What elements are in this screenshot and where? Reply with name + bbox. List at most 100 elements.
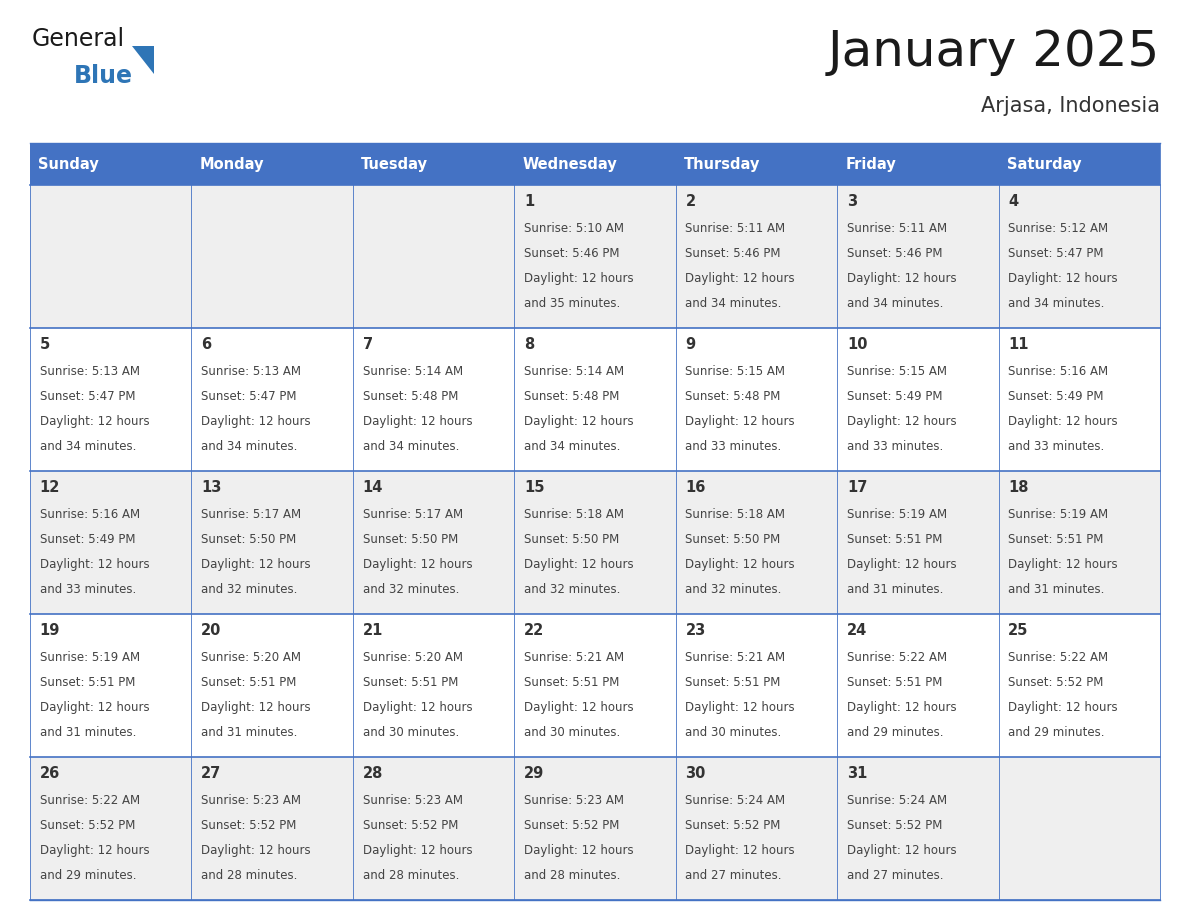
Text: 3: 3 — [847, 194, 857, 208]
Bar — [191, 143, 353, 185]
Text: Sunset: 5:51 PM: Sunset: 5:51 PM — [362, 677, 457, 689]
Text: Sunrise: 5:15 AM: Sunrise: 5:15 AM — [685, 365, 785, 378]
Text: Daylight: 12 hours: Daylight: 12 hours — [847, 415, 956, 428]
Text: 26: 26 — [39, 766, 59, 780]
Text: Sunrise: 5:16 AM: Sunrise: 5:16 AM — [1009, 365, 1108, 378]
Text: Sunrise: 5:23 AM: Sunrise: 5:23 AM — [201, 794, 301, 807]
Text: Sunset: 5:49 PM: Sunset: 5:49 PM — [1009, 390, 1104, 403]
Text: Sunset: 5:47 PM: Sunset: 5:47 PM — [39, 390, 135, 403]
Text: Daylight: 12 hours: Daylight: 12 hours — [685, 845, 795, 857]
Bar — [999, 185, 1159, 328]
Text: 2: 2 — [685, 194, 695, 208]
Polygon shape — [132, 46, 154, 74]
Bar — [514, 143, 676, 185]
Text: Sunset: 5:51 PM: Sunset: 5:51 PM — [1009, 533, 1104, 546]
Text: and 34 minutes.: and 34 minutes. — [362, 441, 459, 453]
Text: Thursday: Thursday — [684, 156, 760, 172]
Text: and 33 minutes.: and 33 minutes. — [847, 441, 943, 453]
Text: and 28 minutes.: and 28 minutes. — [524, 869, 620, 882]
Text: and 33 minutes.: and 33 minutes. — [685, 441, 782, 453]
Bar — [676, 614, 838, 757]
Text: and 32 minutes.: and 32 minutes. — [685, 583, 782, 597]
Text: Sunrise: 5:19 AM: Sunrise: 5:19 AM — [847, 509, 947, 521]
Text: 6: 6 — [201, 337, 211, 352]
Text: and 30 minutes.: and 30 minutes. — [524, 726, 620, 739]
Text: Daylight: 12 hours: Daylight: 12 hours — [39, 701, 150, 714]
Bar — [514, 185, 676, 328]
Text: Sunrise: 5:21 AM: Sunrise: 5:21 AM — [524, 651, 624, 665]
Bar — [191, 757, 353, 900]
Text: Saturday: Saturday — [1006, 156, 1081, 172]
Text: 14: 14 — [362, 479, 383, 495]
Text: 1: 1 — [524, 194, 535, 208]
Text: Daylight: 12 hours: Daylight: 12 hours — [39, 845, 150, 857]
Text: 18: 18 — [1009, 479, 1029, 495]
Bar — [30, 471, 191, 614]
Text: Sunset: 5:52 PM: Sunset: 5:52 PM — [201, 819, 297, 833]
Text: Daylight: 12 hours: Daylight: 12 hours — [1009, 558, 1118, 571]
Text: and 28 minutes.: and 28 minutes. — [201, 869, 297, 882]
Text: Daylight: 12 hours: Daylight: 12 hours — [362, 415, 472, 428]
Bar — [30, 614, 191, 757]
Text: and 32 minutes.: and 32 minutes. — [524, 583, 620, 597]
Text: Sunrise: 5:11 AM: Sunrise: 5:11 AM — [847, 222, 947, 235]
Text: 7: 7 — [362, 337, 373, 352]
Text: and 34 minutes.: and 34 minutes. — [524, 441, 620, 453]
Text: Sunset: 5:46 PM: Sunset: 5:46 PM — [847, 247, 942, 260]
Text: Sunset: 5:51 PM: Sunset: 5:51 PM — [847, 533, 942, 546]
Text: Daylight: 12 hours: Daylight: 12 hours — [524, 415, 633, 428]
Text: 4: 4 — [1009, 194, 1018, 208]
Text: Sunset: 5:50 PM: Sunset: 5:50 PM — [524, 533, 619, 546]
Bar — [30, 185, 191, 328]
Text: 8: 8 — [524, 337, 535, 352]
Text: Daylight: 12 hours: Daylight: 12 hours — [847, 701, 956, 714]
Text: Sunrise: 5:17 AM: Sunrise: 5:17 AM — [201, 509, 302, 521]
Bar — [838, 757, 999, 900]
Text: and 34 minutes.: and 34 minutes. — [1009, 297, 1105, 310]
Bar — [676, 328, 838, 471]
Text: Daylight: 12 hours: Daylight: 12 hours — [1009, 415, 1118, 428]
Text: 5: 5 — [39, 337, 50, 352]
Text: 11: 11 — [1009, 337, 1029, 352]
Text: 16: 16 — [685, 479, 706, 495]
Text: Sunrise: 5:20 AM: Sunrise: 5:20 AM — [362, 651, 462, 665]
Text: Daylight: 12 hours: Daylight: 12 hours — [685, 558, 795, 571]
Bar — [999, 471, 1159, 614]
Text: 22: 22 — [524, 622, 544, 638]
Text: and 34 minutes.: and 34 minutes. — [201, 441, 297, 453]
Text: Daylight: 12 hours: Daylight: 12 hours — [847, 273, 956, 285]
Text: Sunset: 5:47 PM: Sunset: 5:47 PM — [1009, 247, 1104, 260]
Text: 28: 28 — [362, 766, 383, 780]
Text: and 31 minutes.: and 31 minutes. — [847, 583, 943, 597]
Text: Daylight: 12 hours: Daylight: 12 hours — [201, 701, 311, 714]
Text: Sunset: 5:52 PM: Sunset: 5:52 PM — [39, 819, 135, 833]
Text: Wednesday: Wednesday — [523, 156, 617, 172]
Text: and 29 minutes.: and 29 minutes. — [1009, 726, 1105, 739]
Text: Sunrise: 5:13 AM: Sunrise: 5:13 AM — [201, 365, 301, 378]
Text: 31: 31 — [847, 766, 867, 780]
Bar — [353, 757, 514, 900]
Text: Sunset: 5:51 PM: Sunset: 5:51 PM — [39, 677, 135, 689]
Text: Daylight: 12 hours: Daylight: 12 hours — [39, 558, 150, 571]
Text: Sunset: 5:50 PM: Sunset: 5:50 PM — [362, 533, 457, 546]
Text: and 30 minutes.: and 30 minutes. — [362, 726, 459, 739]
Bar — [838, 143, 999, 185]
Bar — [30, 328, 191, 471]
Bar — [514, 328, 676, 471]
Text: and 35 minutes.: and 35 minutes. — [524, 297, 620, 310]
Text: Sunrise: 5:24 AM: Sunrise: 5:24 AM — [685, 794, 785, 807]
Text: 17: 17 — [847, 479, 867, 495]
Text: and 32 minutes.: and 32 minutes. — [362, 583, 459, 597]
Bar — [999, 614, 1159, 757]
Bar — [999, 328, 1159, 471]
Text: Sunrise: 5:22 AM: Sunrise: 5:22 AM — [39, 794, 140, 807]
Text: and 32 minutes.: and 32 minutes. — [201, 583, 297, 597]
Text: Sunday: Sunday — [38, 156, 99, 172]
Text: and 34 minutes.: and 34 minutes. — [847, 297, 943, 310]
Text: Friday: Friday — [845, 156, 896, 172]
Text: Daylight: 12 hours: Daylight: 12 hours — [39, 415, 150, 428]
Text: 20: 20 — [201, 622, 221, 638]
Text: Sunset: 5:51 PM: Sunset: 5:51 PM — [847, 677, 942, 689]
Text: Sunrise: 5:24 AM: Sunrise: 5:24 AM — [847, 794, 947, 807]
Bar — [838, 614, 999, 757]
